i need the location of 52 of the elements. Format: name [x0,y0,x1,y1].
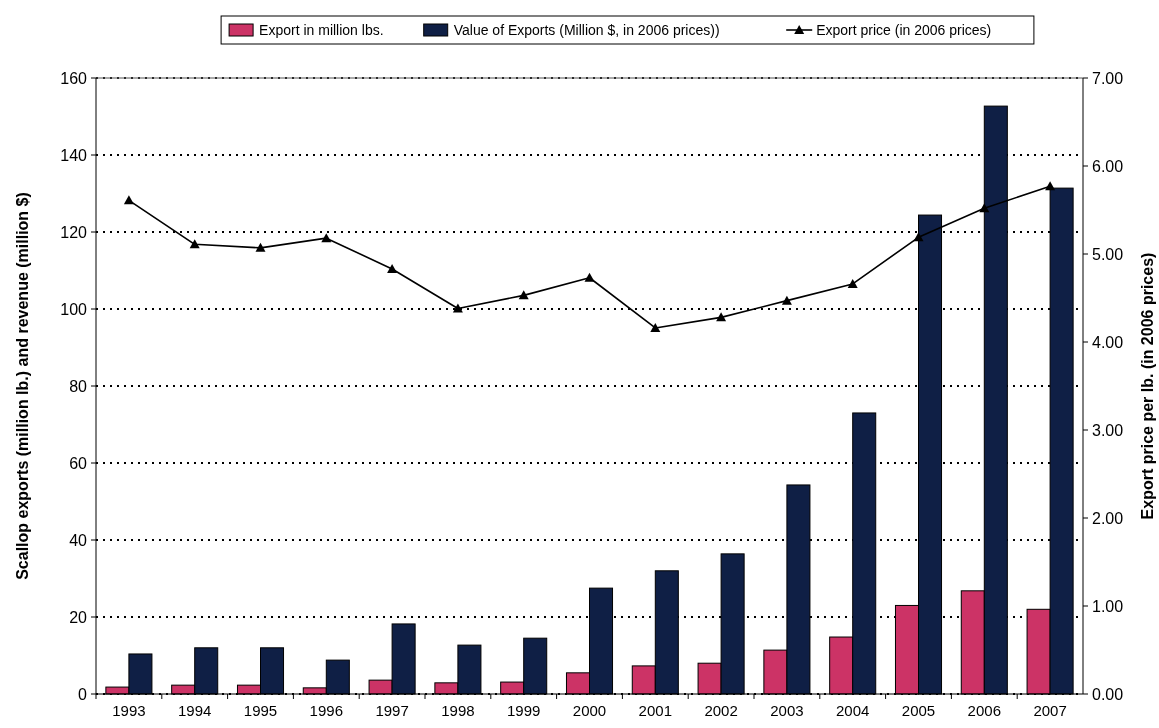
y2-tick-label: 3.00 [1092,421,1124,439]
x-tick-label: 2002 [704,702,738,719]
y2-tick-label: 1.00 [1092,597,1124,615]
y2-axis-title: Export price per lb. (in 2006 prices) [1139,252,1156,520]
point [584,272,595,282]
point [650,322,661,332]
x-tick-label: 2006 [967,702,1001,719]
y-tick-label: 160 [60,69,88,87]
y2-tick-label: 4.00 [1092,333,1124,351]
y-tick-label: 120 [60,223,88,241]
y-tick-label: 40 [69,531,88,549]
y2-tick-label: 2.00 [1092,509,1124,527]
point [518,290,529,300]
point [189,239,200,249]
x-tick-label: 1998 [441,702,475,719]
y-tick-label: 100 [60,300,88,318]
x-tick-label: 1994 [178,702,212,719]
legend-label: Export in million lbs. [259,21,384,38]
point [255,242,266,252]
y2-tick-label: 0.00 [1092,685,1124,703]
x-tick-label: 2004 [836,702,870,719]
y-tick-label: 60 [69,454,88,472]
point [716,312,727,322]
y2-tick-label: 7.00 [1092,69,1124,87]
point [1045,181,1056,191]
x-tick-label: 2001 [638,702,672,719]
point [387,263,398,273]
point [847,278,858,288]
point [781,295,792,305]
x-tick-label: 2007 [1033,702,1067,719]
point [452,303,463,313]
legend-label: Export price (in 2006 prices) [816,21,992,38]
point [913,232,924,242]
y-tick-label: 140 [60,146,88,164]
point [979,203,990,213]
y2-tick-label: 6.00 [1092,157,1124,175]
x-tick-label: 2000 [572,702,607,719]
y-tick-label: 0 [78,685,88,703]
point [321,233,332,243]
y-tick-label: 80 [69,377,88,395]
point [123,195,134,205]
x-tick-label: 1995 [243,702,278,719]
x-tick-label: 1997 [375,702,409,719]
x-tick-label: 2003 [770,702,804,719]
x-tick-label: 2005 [901,702,936,719]
legend-label: Value of Exports (Million $, in 2006 prices)) [453,21,720,38]
y2-tick-label: 5.00 [1092,245,1124,263]
x-tick-label: 1996 [309,702,343,719]
x-tick-label: 1993 [112,702,146,719]
y-tick-label: 20 [69,608,88,626]
x-tick-label: 1999 [507,702,541,719]
y-axis-title: Scallop exports (million lb.) and revenue (million $) [14,192,31,580]
